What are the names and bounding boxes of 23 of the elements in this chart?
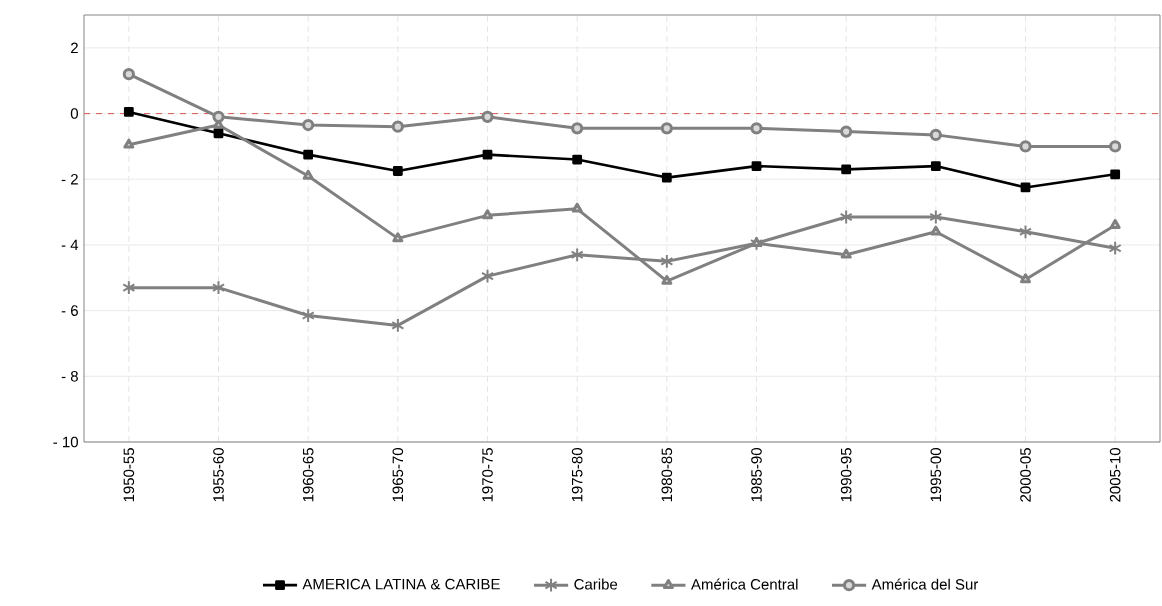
x-tick-label: 1990-95 — [840, 448, 852, 502]
x-tick-label: 1975-80 — [571, 448, 583, 502]
x-tick-label: 1985-90 — [751, 448, 762, 502]
x-tick-label: 1995-00 — [930, 448, 942, 502]
legend-label: América Central — [691, 578, 798, 590]
y-tick-label: - 4 — [61, 239, 79, 251]
x-tick-label: 1965-70 — [392, 448, 404, 502]
x-tick-label: 2005-10 — [1109, 448, 1121, 502]
y-tick-label: 2 — [71, 42, 78, 54]
x-tick-label: 2000-05 — [1020, 448, 1031, 502]
legend-label: Caribe — [574, 578, 618, 590]
y-tick-label: 0 — [70, 108, 79, 119]
x-tick-label: 1980-85 — [661, 448, 673, 502]
x-tick-label: 1960-65 — [302, 448, 314, 502]
y-tick-label: - 8 — [61, 371, 78, 382]
x-tick-label: 1970-75 — [482, 448, 493, 502]
y-tick-label: - 6 — [61, 305, 78, 316]
x-tick-label: 1955-60 — [213, 448, 224, 502]
x-tick-label: 1950-55 — [123, 448, 135, 502]
y-tick-label: - 10 — [53, 436, 78, 448]
legend-label: AMERICA LATINA & CARIBE — [302, 578, 500, 590]
y-tick-label: - 2 — [61, 173, 78, 185]
legend-label: América del Sur — [871, 578, 979, 590]
